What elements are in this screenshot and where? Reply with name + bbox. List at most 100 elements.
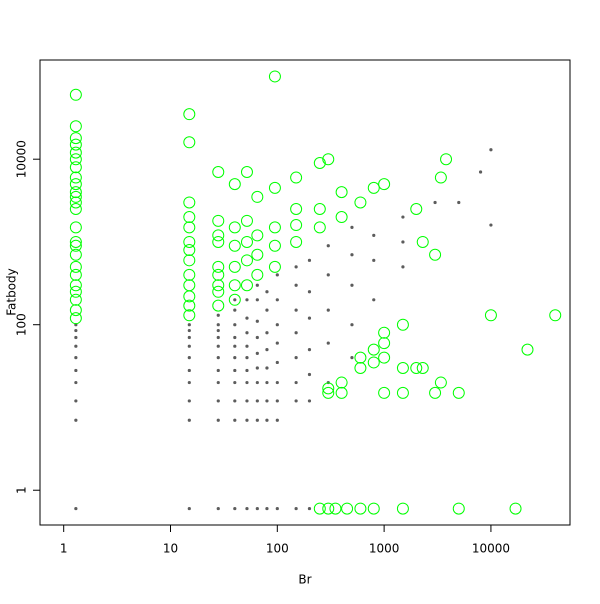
point	[74, 344, 78, 348]
point	[245, 298, 249, 302]
highlight-point	[268, 260, 281, 273]
point	[372, 298, 376, 302]
highlight-point	[313, 203, 326, 216]
highlight-point	[69, 190, 82, 203]
point	[74, 418, 78, 422]
highlight-point	[183, 243, 196, 256]
highlight-point	[396, 361, 409, 374]
point	[245, 331, 249, 335]
highlight-point	[69, 132, 82, 145]
highlight-point	[183, 136, 196, 149]
x-tick-label: 1	[60, 542, 68, 556]
point	[255, 335, 259, 340]
x-tick-label: 10000	[472, 542, 510, 556]
point	[74, 356, 78, 360]
point	[265, 506, 269, 511]
highlight-point	[183, 309, 196, 322]
highlight-point	[329, 502, 342, 515]
point	[233, 323, 237, 327]
highlight-point	[335, 211, 348, 224]
point	[326, 273, 330, 277]
point	[294, 506, 298, 511]
point	[245, 506, 249, 511]
highlight-point	[69, 186, 82, 199]
highlight-point	[228, 221, 241, 234]
highlight-point	[335, 376, 348, 389]
highlight-point	[268, 70, 281, 83]
highlight-point	[212, 279, 225, 292]
highlight-point	[212, 235, 225, 248]
highlight-point	[367, 502, 380, 515]
highlight-point	[69, 146, 82, 159]
point	[275, 273, 279, 277]
highlight-point	[251, 229, 264, 242]
highlight-point	[69, 171, 82, 184]
point	[372, 258, 376, 262]
highlight-point	[452, 386, 465, 399]
point	[326, 244, 330, 248]
point	[275, 341, 279, 345]
highlight-point	[434, 376, 447, 389]
highlight-point	[251, 190, 264, 203]
highlight-point	[396, 386, 409, 399]
point	[326, 341, 330, 345]
point	[233, 368, 237, 373]
point	[350, 283, 354, 287]
point	[216, 399, 220, 403]
highlight-point	[212, 166, 225, 179]
point	[74, 380, 78, 385]
point	[245, 344, 249, 348]
highlight-point	[367, 356, 380, 369]
highlight-point	[354, 351, 367, 364]
highlight-point	[69, 248, 82, 261]
highlight-point	[290, 171, 303, 184]
highlight-point	[313, 502, 326, 515]
highlight-point	[341, 502, 354, 515]
highlight-point	[335, 186, 348, 199]
highlight-point	[69, 120, 82, 133]
highlight-point	[69, 203, 82, 216]
point	[307, 348, 312, 352]
point	[401, 215, 405, 219]
highlight-point	[183, 211, 196, 224]
point	[275, 323, 279, 327]
y-tick-label: 10000	[15, 140, 29, 178]
point	[307, 316, 312, 320]
highlight-point	[228, 260, 241, 273]
point	[307, 290, 312, 294]
highlight-point	[212, 260, 225, 273]
highlight-point	[69, 279, 82, 292]
point	[245, 399, 249, 403]
y-axis-label: Fatbody	[5, 268, 19, 316]
highlight-point	[240, 214, 253, 227]
highlight-point	[228, 279, 241, 292]
point	[275, 360, 279, 365]
point	[233, 380, 237, 385]
point	[255, 418, 259, 422]
point	[275, 380, 279, 385]
x-tick-label: 100	[266, 542, 289, 556]
point	[294, 308, 298, 312]
highlight-point	[268, 239, 281, 252]
highlight-point	[212, 229, 225, 242]
highlight-point	[322, 382, 335, 395]
highlight-point	[378, 386, 391, 399]
highlight-point	[322, 502, 335, 515]
point	[216, 418, 220, 422]
point	[489, 148, 493, 152]
point	[255, 298, 259, 302]
highlight-point	[69, 239, 82, 252]
point	[265, 366, 269, 370]
highlight-point	[410, 361, 423, 374]
highlight-point	[313, 156, 326, 169]
highlight-point	[69, 196, 82, 209]
point	[350, 323, 354, 327]
point	[216, 344, 220, 348]
point	[255, 351, 259, 356]
highlight-point	[212, 285, 225, 298]
point	[74, 506, 78, 511]
point	[245, 418, 249, 422]
point	[457, 200, 461, 205]
highlight-point	[240, 279, 253, 292]
